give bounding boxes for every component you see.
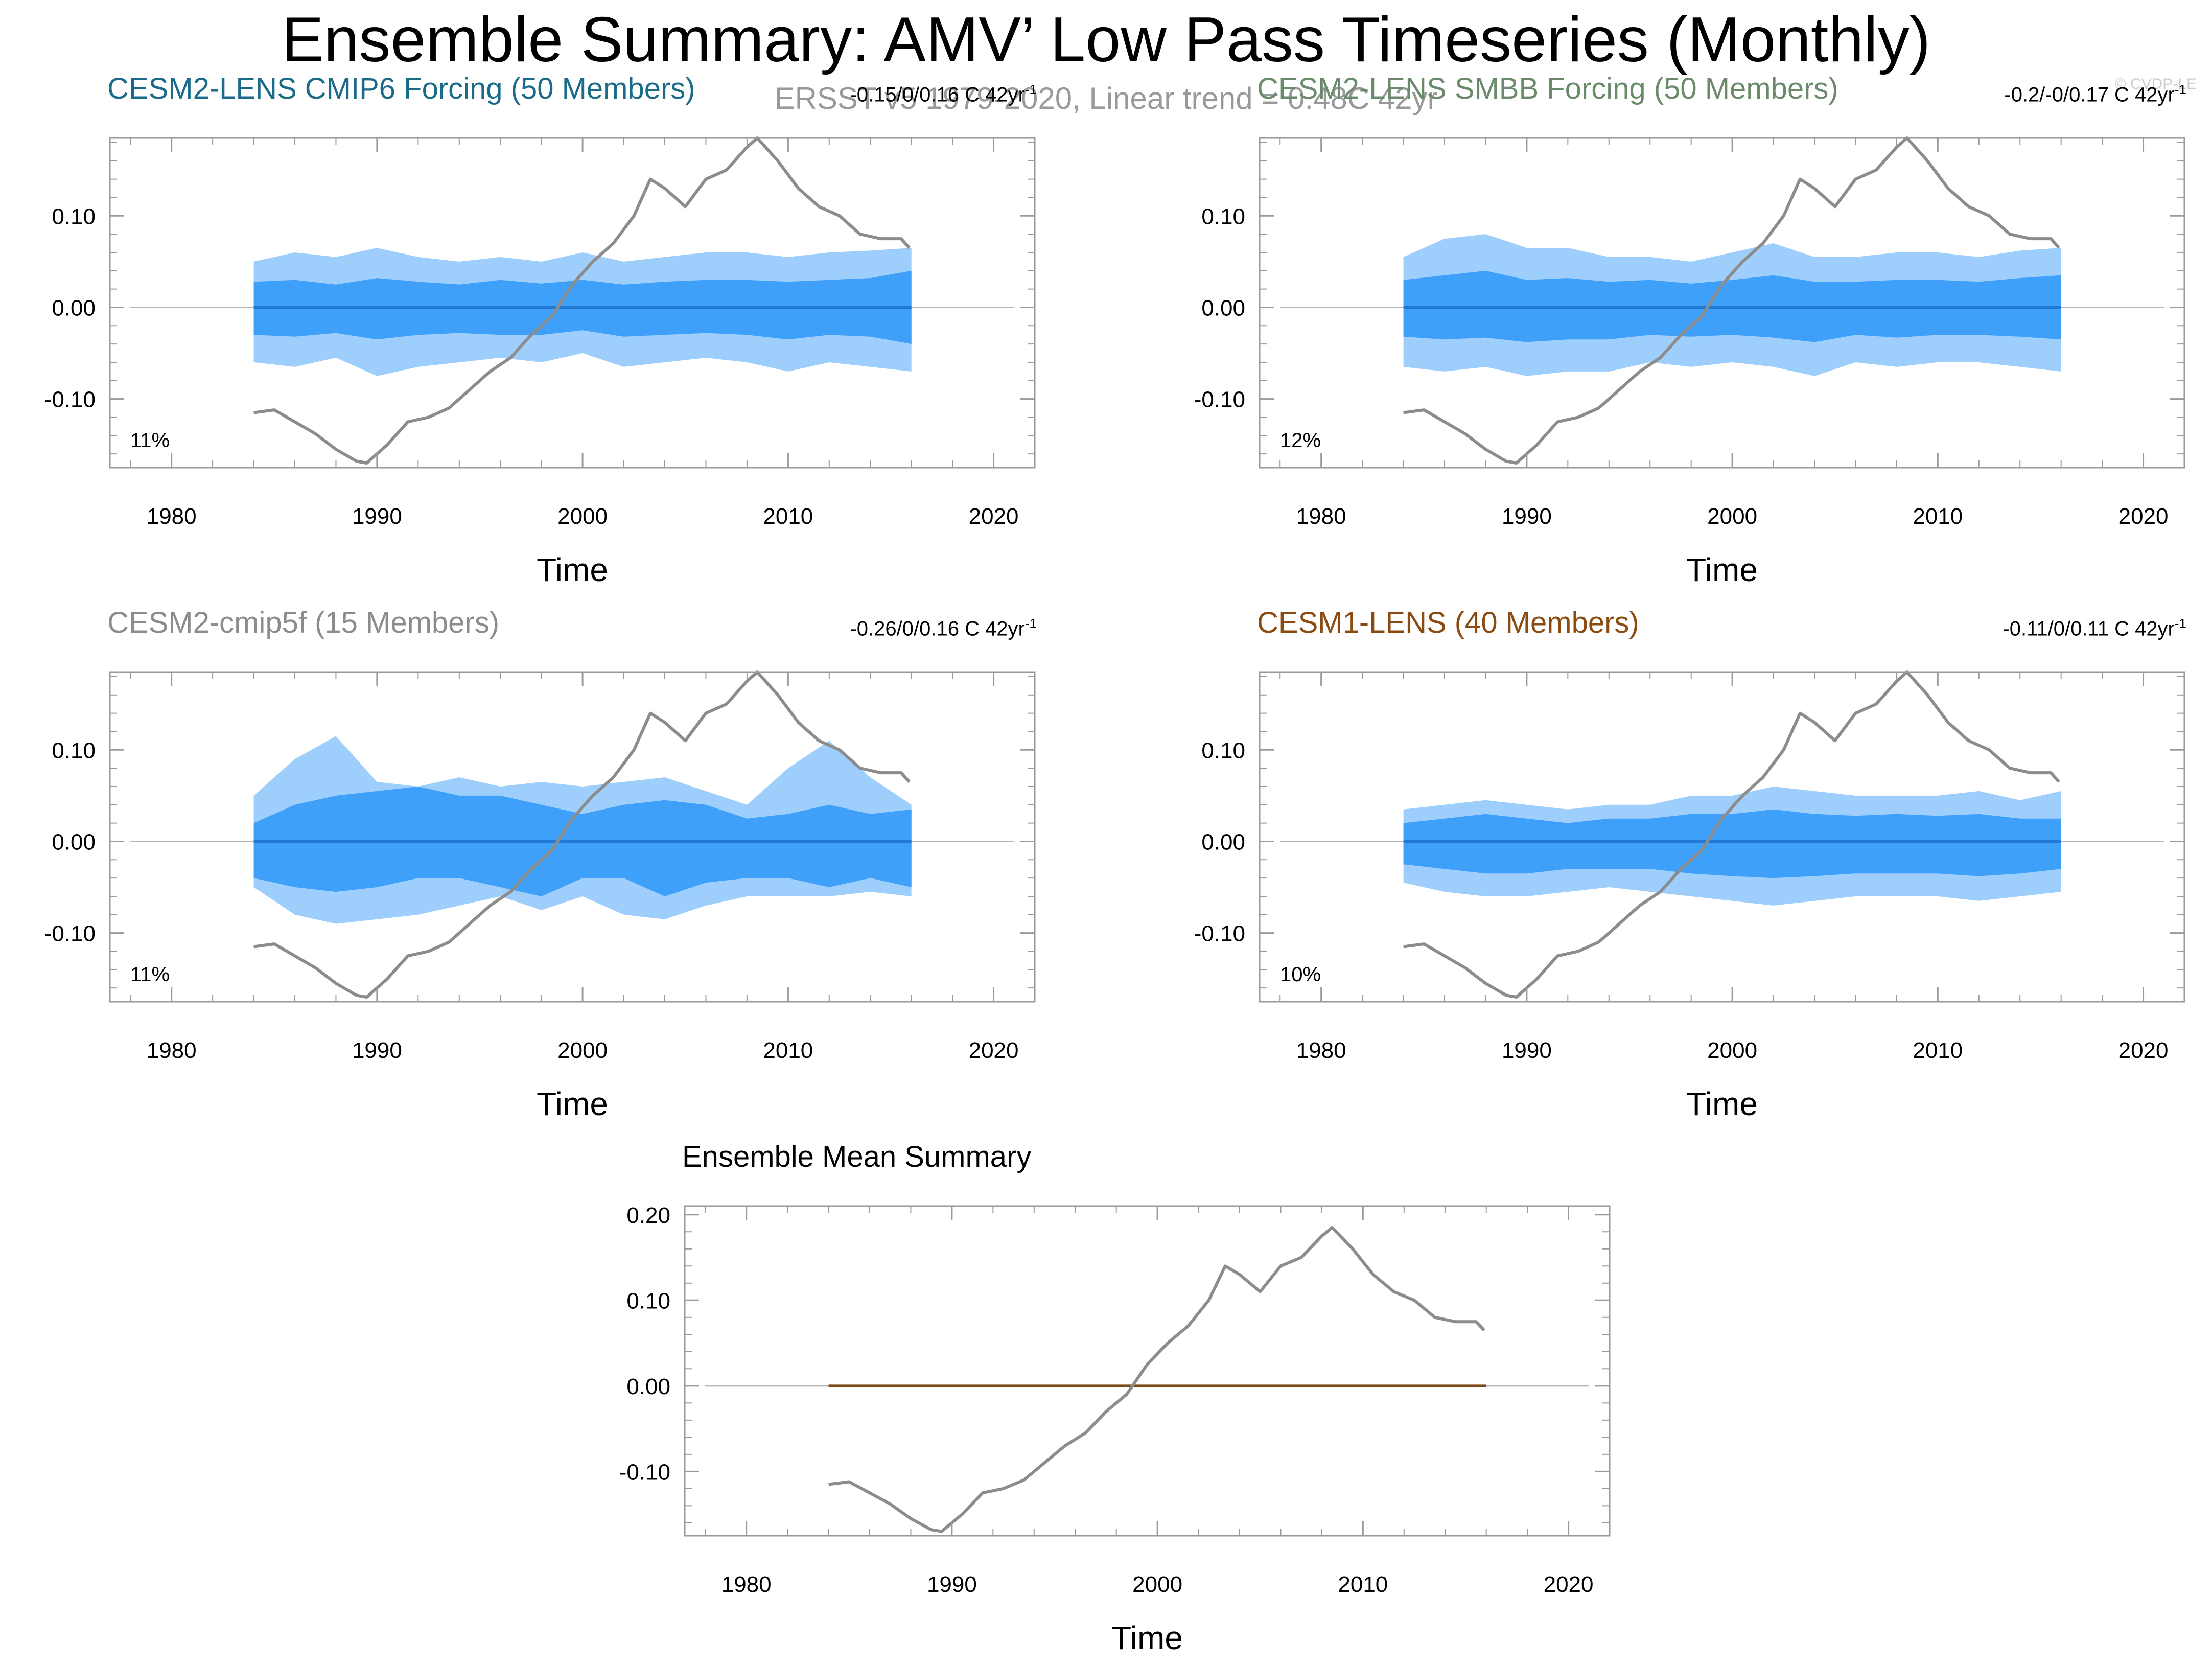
y-tick-label: -0.10 — [1194, 921, 1245, 946]
panel-stat-cesm2-lens-cmip6: -0.15/0/0.16 C 42yr-1 — [850, 82, 1037, 106]
y-tick-label: 0.10 — [626, 1288, 670, 1313]
y-tick-label: 0.00 — [52, 829, 96, 854]
x-tick-label: 2000 — [557, 1038, 608, 1063]
panel-title-cesm2-lens-cmip6: CESM2-LENS CMIP6 Forcing (50 Members) — [107, 72, 695, 105]
percent-annotation: 11% — [130, 429, 170, 452]
x-tick-label: 1980 — [1296, 1038, 1346, 1063]
x-axis-label: Time — [1686, 551, 1758, 588]
x-tick-label: 1980 — [147, 1038, 197, 1063]
chart-panel-0: 0.10 0.00 -0.10 1980 1990 2000 2010 2020 Time 11% — [44, 136, 1036, 588]
percent-annotation: 10% — [1280, 963, 1321, 986]
x-tick-label: 2010 — [1913, 504, 1963, 529]
y-tick-label: 0.10 — [1201, 738, 1245, 763]
y-tick-label: 0.00 — [1201, 295, 1245, 320]
panel-title-cesm2-cmip5f: CESM2-cmip5f (15 Members) — [107, 606, 500, 639]
plot-frame — [109, 671, 1036, 1003]
panel-stat-cesm1-lens: -0.11/0/0.11 C 42yr-1 — [2003, 616, 2186, 640]
corner-watermark: © CVDP-LE — [2114, 76, 2197, 92]
chart-panel-3: 0.10 0.00 -0.10 1980 1990 2000 2010 2020 Time 10% — [1194, 670, 2185, 1122]
chart-panel-4: 0.20 0.10 0.00 -0.10 1980 1990 2000 2010 2020 Tim… — [619, 1203, 1611, 1656]
x-tick-label: 1980 — [147, 504, 197, 529]
observations-line — [1403, 136, 2060, 465]
x-tick-label: 2020 — [969, 1038, 1019, 1063]
y-tick-label: -0.10 — [44, 387, 96, 412]
spread-band-inner — [1403, 809, 2061, 878]
x-tick-label: 2000 — [1707, 504, 1757, 529]
x-tick-label: 2010 — [763, 504, 813, 529]
percent-annotation: 11% — [130, 963, 170, 986]
y-tick-label: 0.20 — [626, 1203, 670, 1228]
observations-line — [828, 1225, 1485, 1533]
x-tick-label: 1990 — [927, 1572, 977, 1597]
y-tick-label: 0.00 — [1201, 829, 1245, 854]
figure-subtitle: ERSST v5 1979-2020, Linear trend = 0.48C… — [774, 81, 1438, 115]
x-axis-label: Time — [537, 1085, 608, 1122]
panel-title-cesm1-lens: CESM1-LENS (40 Members) — [1257, 606, 1639, 639]
x-tick-label: 2000 — [1132, 1572, 1182, 1597]
y-tick-label: 0.10 — [1201, 204, 1245, 229]
y-tick-label: 0.10 — [52, 204, 96, 229]
y-tick-label: 0.00 — [626, 1374, 670, 1399]
y-tick-label: -0.10 — [1194, 387, 1245, 412]
x-tick-label: 2020 — [1544, 1572, 1594, 1597]
figure-title: Ensemble Summary: AMV’ Low Pass Timeseri… — [281, 5, 1931, 75]
y-tick-label: 0.10 — [52, 738, 96, 763]
panel-title-mean-summary: Ensemble Mean Summary — [682, 1140, 1032, 1173]
x-tick-label: 2010 — [1338, 1572, 1388, 1597]
plot-frame — [684, 1205, 1611, 1537]
x-tick-label: 2010 — [763, 1038, 813, 1063]
observations-line — [253, 670, 911, 999]
panel-stat-cesm2-cmip5f: -0.26/0/0.16 C 42yr-1 — [850, 616, 1037, 640]
panel-title-cesm2-lens-smbb: CESM2-LENS SMBB Forcing (50 Members) — [1257, 72, 1838, 105]
y-tick-label: 0.00 — [52, 295, 96, 320]
x-tick-label: 2020 — [969, 504, 1019, 529]
x-axis-label: Time — [537, 551, 608, 588]
x-tick-label: 1990 — [352, 504, 402, 529]
chart-panel-1: 0.10 0.00 -0.10 1980 1990 2000 2010 2020 Time 12% — [1194, 136, 2185, 588]
x-tick-label: 2020 — [2118, 504, 2169, 529]
plot-frame — [109, 137, 1036, 469]
x-tick-label: 1990 — [352, 1038, 402, 1063]
x-tick-label: 2000 — [557, 504, 608, 529]
x-tick-label: 1980 — [1296, 504, 1346, 529]
x-tick-label: 2010 — [1913, 1038, 1963, 1063]
y-tick-label: -0.10 — [44, 921, 96, 946]
x-tick-label: 2000 — [1707, 1038, 1757, 1063]
x-tick-label: 2020 — [2118, 1038, 2169, 1063]
plot-frame — [1259, 671, 2185, 1003]
plot-frame — [1259, 137, 2185, 469]
x-tick-label: 1990 — [1502, 504, 1552, 529]
y-tick-label: -0.10 — [619, 1460, 670, 1485]
chart-panel-2: 0.10 0.00 -0.10 1980 1990 2000 2010 2020 Time 11% — [44, 670, 1036, 1122]
observations-line — [253, 136, 911, 465]
x-tick-label: 1980 — [721, 1572, 772, 1597]
percent-annotation: 12% — [1280, 429, 1321, 452]
observations-line — [1403, 670, 2060, 999]
x-axis-label: Time — [1111, 1620, 1183, 1656]
x-tick-label: 1990 — [1502, 1038, 1552, 1063]
x-axis-label: Time — [1686, 1085, 1758, 1122]
panel-stat-cesm2-lens-smbb: -0.2/-0/0.17 C 42yr-1 — [2004, 82, 2186, 106]
